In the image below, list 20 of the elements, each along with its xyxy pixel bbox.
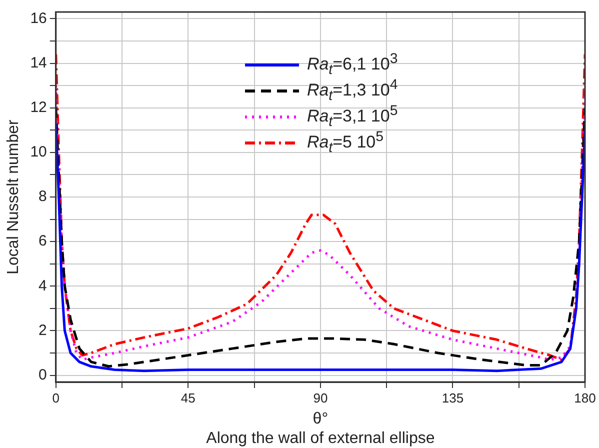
- y-tick-label: 4: [38, 277, 47, 294]
- y-axis-title: Local Nusselt number: [5, 118, 22, 274]
- x-tick-label: 0: [52, 390, 60, 406]
- x-tick-label: 180: [574, 390, 596, 406]
- y-tick-label: 2: [38, 322, 47, 339]
- y-tick-label: 0: [38, 366, 47, 384]
- y-tick-label: 16: [30, 10, 47, 27]
- x-tick-label: 45: [180, 390, 196, 406]
- legend-label: Ra$_{t}$=1,3 10$^{4}$: [306, 77, 398, 105]
- legend-label: Ra$_{t}$=5 10$^{5}$: [306, 129, 384, 157]
- legend-label: Ra$_{t}$=6,1 10$^{3}$: [306, 51, 398, 79]
- y-tick-label: 10: [30, 144, 47, 161]
- y-tick-label: 6: [38, 232, 47, 250]
- x-tick-label: 90: [313, 390, 328, 406]
- y-tick-label: 14: [30, 54, 47, 72]
- legend-label: Ra$_{t}$=3,1 10$^{5}$: [306, 103, 398, 131]
- x-tick-label: 135: [442, 390, 464, 406]
- x-axis-title: θ° Along the wall of external ellipse: [206, 410, 435, 447]
- y-tick-label: 8: [38, 188, 47, 206]
- y-tick-label: 12: [30, 98, 47, 116]
